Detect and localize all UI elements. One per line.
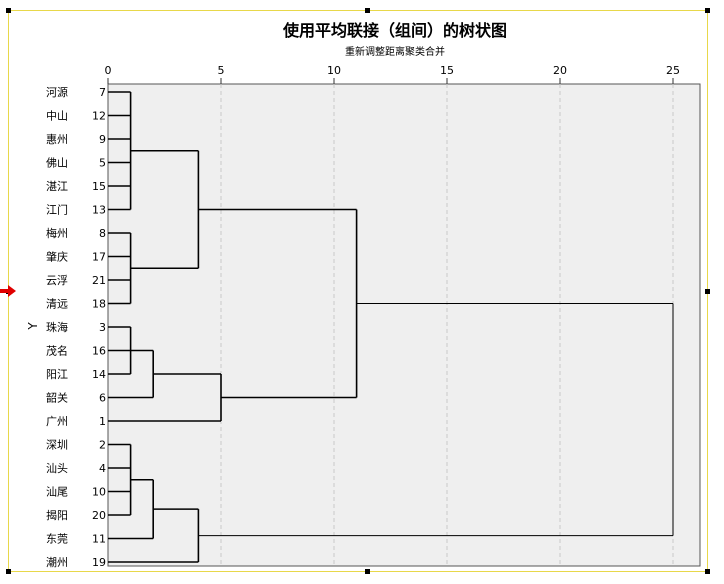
leaf-label: 中山 xyxy=(46,110,68,123)
leaf-id: 11 xyxy=(92,533,106,546)
leaf-id: 18 xyxy=(92,298,106,311)
resize-handle-top-left[interactable] xyxy=(6,8,11,13)
leaf-id: 7 xyxy=(99,86,106,99)
x-tick-label: 0 xyxy=(105,64,112,77)
leaf-label: 东莞 xyxy=(46,533,68,546)
leaf-label: 河源 xyxy=(46,85,68,99)
leaf-label: 珠海 xyxy=(46,320,68,334)
leaf-id: 21 xyxy=(92,274,106,287)
leaf-id: 6 xyxy=(99,392,106,405)
leaf-id: 20 xyxy=(92,509,106,522)
leaf-label: 清远 xyxy=(46,298,68,311)
leaf-label: 云浮 xyxy=(46,274,68,287)
leaf-label: 广州 xyxy=(46,415,68,428)
leaf-id: 10 xyxy=(92,486,106,499)
chart-title: 使用平均联接（组间）的树状图 xyxy=(282,21,507,40)
x-tick-label: 15 xyxy=(440,64,454,77)
resize-handle-top-right[interactable] xyxy=(705,8,710,13)
resize-handle-middle-right[interactable] xyxy=(705,289,710,294)
leaf-id: 9 xyxy=(99,133,106,146)
leaf-id: 4 xyxy=(99,462,106,475)
leaf-label: 汕尾 xyxy=(46,486,68,499)
resize-handle-bottom-center[interactable] xyxy=(365,569,370,574)
leaf-id: 14 xyxy=(92,368,106,381)
leaf-id: 3 xyxy=(99,321,106,334)
leaf-label: 深圳 xyxy=(46,439,68,452)
leaf-label: 茂名 xyxy=(46,344,68,358)
leaf-label: 湛江 xyxy=(46,180,68,193)
leaf-id: 13 xyxy=(92,204,106,217)
y-axis-label: Y xyxy=(26,322,40,331)
leaf-id: 19 xyxy=(92,556,106,569)
selection-arrow-icon xyxy=(0,285,16,297)
x-tick-label: 5 xyxy=(218,64,225,77)
leaf-label: 韶关 xyxy=(46,391,68,405)
leaf-label: 肇庆 xyxy=(46,250,68,264)
leaf-id: 12 xyxy=(92,110,106,123)
leaf-label: 佛山 xyxy=(46,157,68,170)
x-tick-label: 25 xyxy=(666,64,680,77)
leaf-label: 江门 xyxy=(46,203,68,217)
plot-area xyxy=(107,83,701,567)
leaf-id: 15 xyxy=(92,180,106,193)
leaf-label: 揭阳 xyxy=(46,508,68,522)
chart-subtitle: 重新调整距离聚类合并 xyxy=(345,45,445,58)
resize-handle-bottom-right[interactable] xyxy=(705,569,710,574)
resize-handle-bottom-left[interactable] xyxy=(6,569,11,574)
leaf-id: 5 xyxy=(99,157,106,170)
leaf-id: 2 xyxy=(99,439,106,452)
x-tick-label: 10 xyxy=(327,64,341,77)
x-tick-label: 20 xyxy=(553,64,567,77)
leaf-label: 潮州 xyxy=(46,555,68,569)
leaf-label: 惠州 xyxy=(46,132,68,146)
resize-handle-top-center[interactable] xyxy=(365,8,370,13)
leaf-label: 阳江 xyxy=(46,368,68,381)
leaf-id: 1 xyxy=(99,415,106,428)
leaf-label: 梅州 xyxy=(46,226,68,240)
leaf-id: 16 xyxy=(92,345,106,358)
leaf-label: 汕头 xyxy=(46,462,68,475)
leaf-id: 17 xyxy=(92,251,106,264)
leaf-id: 8 xyxy=(99,227,106,240)
